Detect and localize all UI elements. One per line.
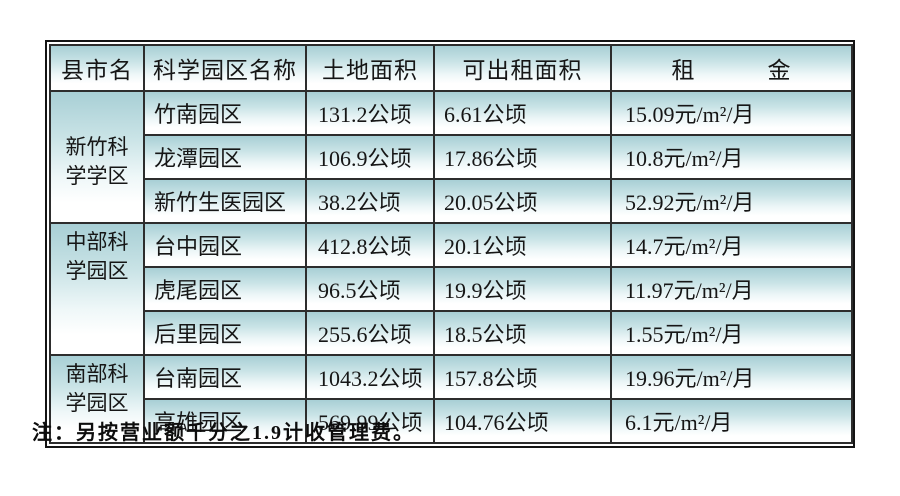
park-cell: 竹南园区 <box>143 90 307 136</box>
park-cell: 后里园区 <box>143 310 307 356</box>
data-table: 县市名 科学园区名称 土地面积 可出租面积租 金 新竹科学学区 竹南园区 131.2公顷 6… <box>49 44 853 444</box>
table-row: 南部科学园区 台南园区 1043.2公顷 157.8公顷 19.96元/m²/月 <box>49 354 853 444</box>
header-row: 县市名 科学园区名称 土地面积 可出租面积租 金 <box>49 44 853 92</box>
table-row: 新竹科学学区 竹南园区 131.2公顷 6.61公顷 15.09元/m²/月 <box>49 90 853 224</box>
land-cell: 131.2公顷 <box>305 90 435 136</box>
land-cell: 412.8公顷 <box>305 222 435 268</box>
group-cell: 中部科学园区 <box>49 222 145 356</box>
table-row: 虎尾园区 96.5公顷 19.9公顷 11.97元/m²/月 <box>50 266 853 312</box>
group-cell: 新竹科学学区 <box>49 90 145 224</box>
footnote: 注：另按营业额千分之1.9计收管理费。 <box>32 422 415 444</box>
rent-cell: 11.97元/m²/月 <box>610 266 853 312</box>
rentable-cell: 19.9公顷 <box>433 266 612 312</box>
table-row: 新竹生医园区 38.2公顷 20.05公顷 52.92元/m²/月 <box>50 178 853 224</box>
table-row: 龙潭园区 106.9公顷 17.86公顷 10.8元/m²/月 <box>50 134 853 180</box>
group-cell: 南部科学园区 <box>49 354 145 444</box>
park-cell: 台南园区 <box>143 354 307 400</box>
table-row: 后里园区 255.6公顷 18.5公顷 1.55元/m²/月 <box>50 310 853 356</box>
land-cell: 38.2公顷 <box>305 178 435 224</box>
rentable-cell: 17.86公顷 <box>433 134 612 180</box>
land-cell: 106.9公顷 <box>305 134 435 180</box>
land-cell: 96.5公顷 <box>305 266 435 312</box>
table-row: 中部科学园区 台中园区 412.8公顷 20.1公顷 14.7元/m²/月 <box>49 222 853 356</box>
park-cell: 高雄园区 <box>143 398 307 444</box>
rent-cell: 14.7元/m²/月 <box>610 222 853 268</box>
header-cell-3: 可出租面积 <box>433 44 612 92</box>
land-cell: 1043.2公顷 <box>305 354 435 400</box>
rentable-cell: 20.05公顷 <box>433 178 612 224</box>
land-cell: 255.6公顷 <box>305 310 435 356</box>
rent-cell: 52.92元/m²/月 <box>610 178 853 224</box>
rent-cell: 10.8元/m²/月 <box>610 134 853 180</box>
park-cell: 虎尾园区 <box>143 266 307 312</box>
header-cell-4: 租 金 <box>610 44 853 92</box>
science-park-rent-table: 县市名 科学园区名称 土地面积 可出租面积租 金 新竹科学学区 竹南园区 131.2公顷 6… <box>45 40 855 448</box>
table-row: 高雄园区 569.99公顷 104.76公顷 6.1元/m²/月 <box>50 398 853 444</box>
header-cell-0: 县市名 <box>49 44 145 92</box>
rent-cell: 6.1元/m²/月 <box>610 398 853 444</box>
land-cell: 569.99公顷 <box>305 398 435 444</box>
rent-cell: 1.55元/m²/月 <box>610 310 853 356</box>
park-cell: 龙潭园区 <box>143 134 307 180</box>
rent-cell: 19.96元/m²/月 <box>610 354 853 400</box>
park-cell: 台中园区 <box>143 222 307 268</box>
header-cell-2: 土地面积 <box>305 44 435 92</box>
rentable-cell: 104.76公顷 <box>433 398 612 444</box>
rentable-cell: 6.61公顷 <box>433 90 612 136</box>
park-cell: 新竹生医园区 <box>143 178 307 224</box>
rentable-cell: 20.1公顷 <box>433 222 612 268</box>
rentable-cell: 18.5公顷 <box>433 310 612 356</box>
header-cell-1: 科学园区名称 <box>143 44 307 92</box>
rentable-cell: 157.8公顷 <box>433 354 612 400</box>
rent-cell: 15.09元/m²/月 <box>610 90 853 136</box>
